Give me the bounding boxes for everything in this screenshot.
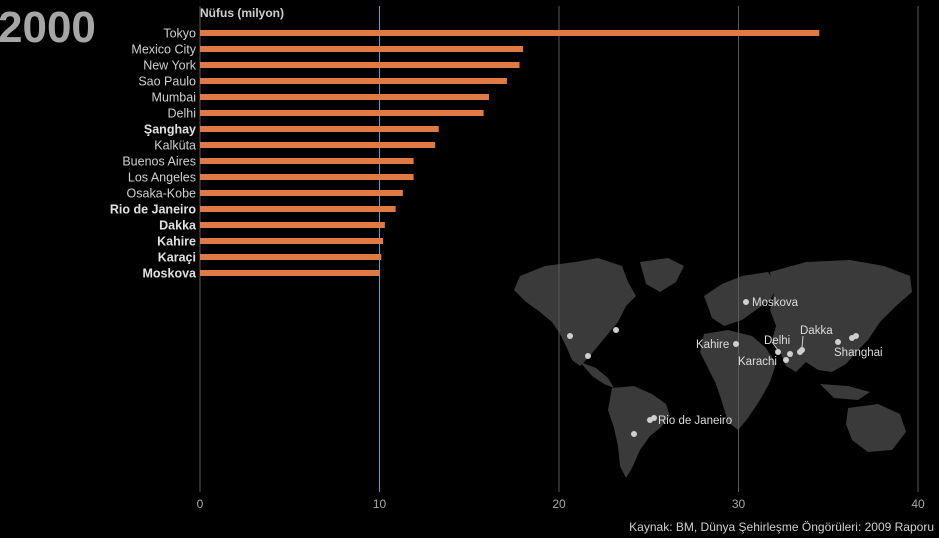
city-dot <box>783 357 789 363</box>
map-label-moskova: Moskova <box>752 297 799 309</box>
category-label: Kahire <box>157 235 196 249</box>
category-label: Mumbai <box>152 91 196 105</box>
map-south-america <box>608 386 670 478</box>
bar <box>200 78 507 84</box>
city-dot <box>651 415 657 421</box>
category-label: Los Angeles <box>128 171 196 185</box>
map-asia <box>770 260 912 372</box>
category-label: Karaçi <box>158 251 196 265</box>
map-label-karachi: Karachi <box>738 356 777 368</box>
category-label: Şanghay <box>144 123 196 137</box>
bar <box>200 158 414 164</box>
city-dot <box>733 341 739 347</box>
bar <box>200 126 439 132</box>
year-label: 2000 <box>0 3 96 52</box>
city-dot <box>853 333 859 339</box>
bar <box>200 190 403 196</box>
bar <box>200 30 820 36</box>
city-dot <box>835 339 841 345</box>
world-map <box>514 258 912 478</box>
category-label: Kalküta <box>154 139 196 153</box>
category-label: Tokyo <box>163 27 196 41</box>
bar <box>200 62 520 68</box>
category-label: Moskova <box>143 267 198 281</box>
category-label: New York <box>143 59 197 73</box>
city-dot <box>743 299 749 305</box>
map-greenland <box>640 258 684 292</box>
category-label: Delhi <box>168 107 197 121</box>
city-dot <box>585 353 591 359</box>
x-tick-label: 10 <box>373 497 387 511</box>
map-label-rio: Rio de Janeiro <box>658 415 732 427</box>
category-label: Buenos Aires <box>122 155 196 169</box>
bar <box>200 254 382 260</box>
map-label-delhi: Delhi <box>764 335 790 347</box>
bar <box>200 222 385 228</box>
map-label-shanghai: Shanghai <box>834 347 883 359</box>
category-label: Osaka-Kobe <box>127 187 197 201</box>
category-label: Rio de Janeiro <box>110 203 196 217</box>
x-tick-label: 0 <box>197 497 204 511</box>
city-dot <box>787 351 793 357</box>
map-central-america <box>580 362 614 388</box>
category-label: Mexico City <box>131 43 196 57</box>
bar <box>200 46 524 52</box>
bar <box>200 142 436 148</box>
source-note: Kaynak: BM, Dünya Şehirleşme Öngörüleri:… <box>629 520 934 534</box>
x-tick-label: 30 <box>732 497 746 511</box>
bar <box>200 94 489 100</box>
map-label-kahire: Kahire <box>696 339 729 351</box>
category-label: Sao Paulo <box>138 75 196 89</box>
bar <box>200 174 414 180</box>
map-north-america <box>514 258 636 366</box>
leader-line <box>801 335 804 349</box>
city-dot <box>567 333 573 339</box>
bar <box>200 270 380 276</box>
category-label: Dakka <box>159 219 197 233</box>
x-tick-label: 20 <box>552 497 566 511</box>
bar <box>200 238 384 244</box>
y-axis-title: Nüfus (milyon) <box>200 6 284 20</box>
bar <box>200 206 396 212</box>
map-indonesia <box>820 384 870 400</box>
leader-line <box>771 341 779 351</box>
bar <box>200 110 484 116</box>
city-dot <box>799 347 805 353</box>
map-australia <box>846 404 906 452</box>
city-dot <box>631 431 637 437</box>
x-tick-label: 40 <box>911 497 925 511</box>
map-europe <box>704 272 778 326</box>
city-dot <box>613 327 619 333</box>
map-label-dakka: Dakka <box>800 325 833 337</box>
city-dot <box>775 349 781 355</box>
